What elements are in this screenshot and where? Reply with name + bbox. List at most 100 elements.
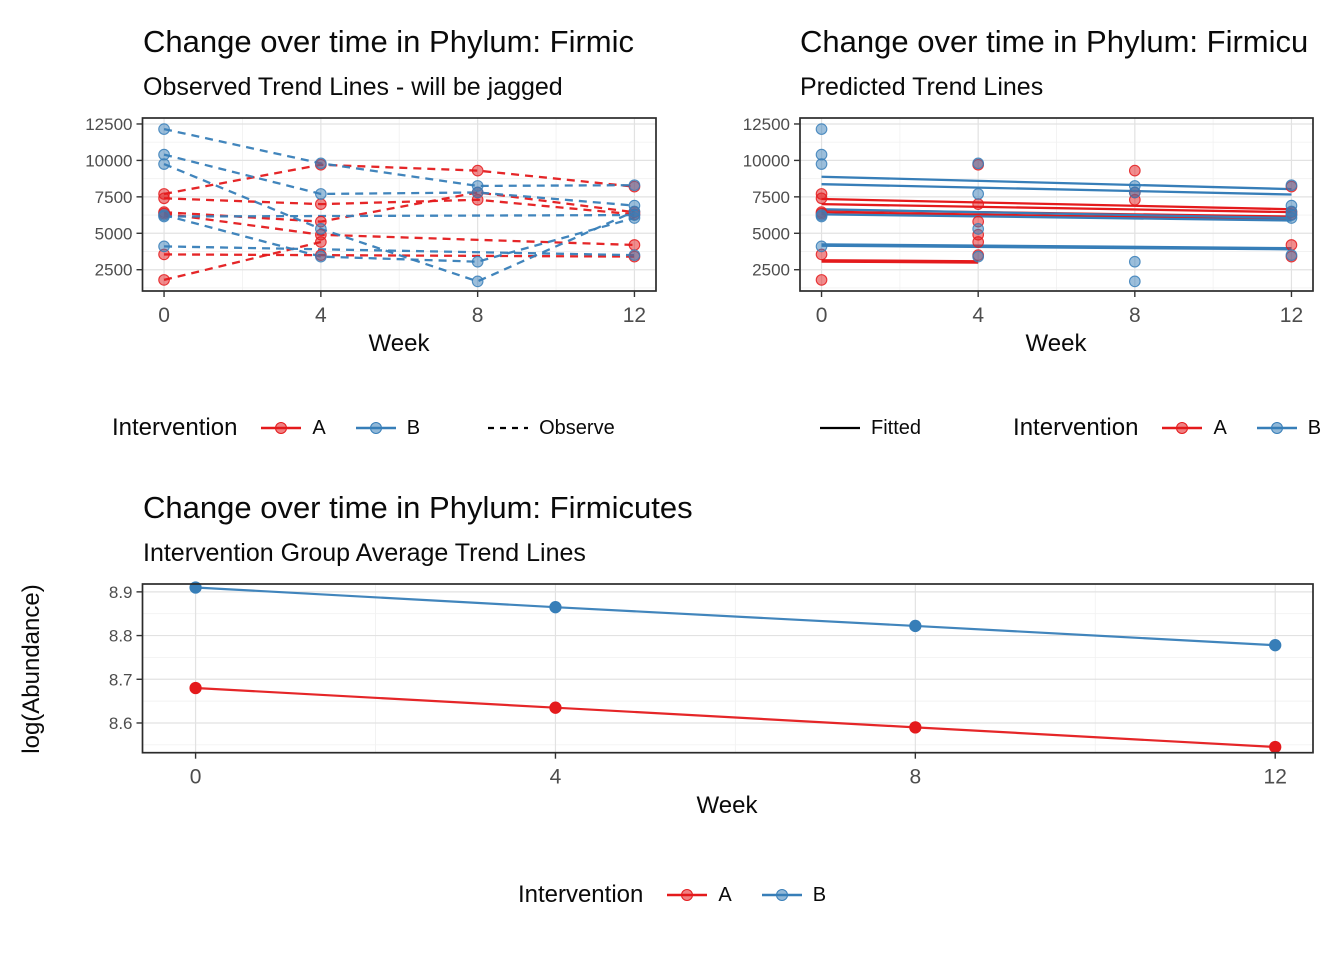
x-tick-label: 12 (1280, 304, 1303, 327)
legend-average: Intervention A B (0, 875, 1344, 915)
legend-item-b: B (760, 884, 826, 907)
legend-title: Intervention (517, 881, 644, 908)
page-title: Change over time in Phylum: Firmicutes (143, 490, 693, 525)
x-tick-label: 12 (1264, 766, 1287, 789)
x-tick-label: 8 (1129, 304, 1141, 327)
trend-line-B (163, 153, 635, 207)
chart-observed: 0 4 8 12 2500 5000 7500 10000 12500 Change over … (0, 0, 672, 470)
y-tick-label: 8.9 (109, 583, 133, 602)
fitted-line-B (821, 183, 1292, 196)
trend-line-B (164, 245, 635, 257)
x-tick-label: 0 (158, 304, 170, 327)
legend-item-observed-line: Observe (486, 417, 615, 440)
data-point-A (549, 701, 562, 714)
y-tick-label: 8.8 (109, 627, 133, 646)
data-point-B (909, 619, 922, 633)
y-tick-label: 2500 (752, 261, 790, 280)
data-point-B (1128, 255, 1141, 268)
legend-item-b: B (354, 417, 420, 440)
group-a-key-icon (667, 889, 708, 901)
fitted-line-A (821, 259, 979, 263)
chart-subtitle: Intervention Group Average Trend Lines (143, 539, 586, 567)
y-tick-label: 10000 (85, 151, 132, 170)
panel-border (141, 583, 1314, 754)
data-point-B (158, 210, 170, 223)
data-point-B (815, 123, 828, 135)
x-tick-label: 8 (909, 766, 921, 789)
data-point-B (471, 255, 484, 268)
data-point-B (628, 209, 641, 221)
x-tick-label: 12 (623, 304, 646, 327)
group-b-key-icon (1256, 422, 1297, 434)
legend-item-a: A (665, 883, 732, 907)
panel-background (142, 584, 1313, 753)
fitted-line-B (821, 213, 1292, 222)
data-point-A (909, 721, 922, 734)
data-point-B (972, 157, 985, 170)
legend-item-a: A (259, 417, 326, 440)
data-point-A (972, 198, 985, 210)
legend-label-b: B (1307, 416, 1322, 439)
data-point-B (1285, 179, 1298, 192)
data-point-B (1285, 209, 1298, 221)
chart-predicted: 0 4 8 12 2500 5000 7500 10000 12500 Change over … (672, 0, 1344, 470)
trend-line-B (163, 213, 635, 263)
legend-item-a: A (1160, 416, 1227, 440)
y-tick-label: 12500 (743, 115, 790, 134)
predicted-plot-svg: 0 4 8 12 2500 5000 7500 10000 12500 (743, 115, 1314, 327)
x-tick-label: 8 (472, 304, 484, 327)
panel-border (141, 117, 657, 292)
chart-subtitle: Observed Trend Lines - will be jagged (143, 73, 563, 101)
data-point-B (972, 188, 985, 200)
y-tick-label: 7500 (95, 188, 133, 207)
x-tick-label: 0 (816, 304, 828, 327)
trend-line-A (164, 197, 635, 216)
fitted-line-A (821, 260, 979, 264)
legend-label-b: B (812, 883, 827, 906)
data-point-B (158, 123, 170, 135)
y-tick-label: 10000 (743, 151, 790, 170)
trend-line-A (163, 191, 635, 223)
y-tick-label: 2500 (95, 261, 133, 280)
x-tick-label: 0 (190, 766, 202, 789)
data-point-A (1285, 239, 1298, 251)
x-axis-title: Week (696, 792, 758, 819)
data-point-B (815, 240, 828, 253)
y-tick-label: 7500 (752, 188, 790, 207)
x-tick-label: 4 (550, 766, 562, 789)
data-point-B (471, 186, 484, 199)
y-axis-title: log(Abundance) (18, 584, 45, 754)
legend-label-observed: Observe (539, 416, 615, 439)
y-tick-label: 5000 (95, 224, 133, 243)
legend-label-a: A (718, 883, 732, 906)
legend-label-b: B (406, 416, 421, 439)
data-point-B (158, 240, 170, 253)
fitted-line-A (821, 211, 1292, 221)
page-title: Change over time in Phylum: Firmicu (800, 24, 1309, 59)
fitted-line-B (821, 208, 1292, 220)
trend-line-A (163, 163, 635, 196)
legend-predicted: Fitted Intervention A B (672, 408, 1344, 448)
data-point-A (1128, 164, 1141, 177)
trend-line-B (163, 162, 635, 283)
chart-subtitle: Predicted Trend Lines (800, 73, 1044, 101)
observed-plot-svg: 0 4 8 12 2500 5000 7500 10000 12500 (85, 115, 657, 327)
data-point-B (815, 210, 828, 223)
page-title: Change over time in Phylum: Firmic (143, 24, 634, 59)
data-point-B (549, 601, 562, 614)
x-axis-title: Week (1025, 330, 1087, 357)
data-point-A (628, 239, 641, 251)
panel-border (799, 117, 1314, 292)
data-point-A (972, 236, 985, 248)
x-axis-title: Week (368, 330, 430, 357)
data-point-A (189, 681, 202, 695)
trend-line-B (195, 586, 1276, 647)
group-a-key-icon (1162, 422, 1203, 434)
trend-line-A (195, 686, 1276, 749)
data-point-B (158, 158, 170, 170)
data-point-A (471, 164, 484, 177)
x-tick-label: 4 (315, 304, 327, 327)
legend-label-a: A (1213, 416, 1227, 439)
solid-line-key-icon (820, 426, 860, 430)
data-point-B (972, 250, 985, 263)
